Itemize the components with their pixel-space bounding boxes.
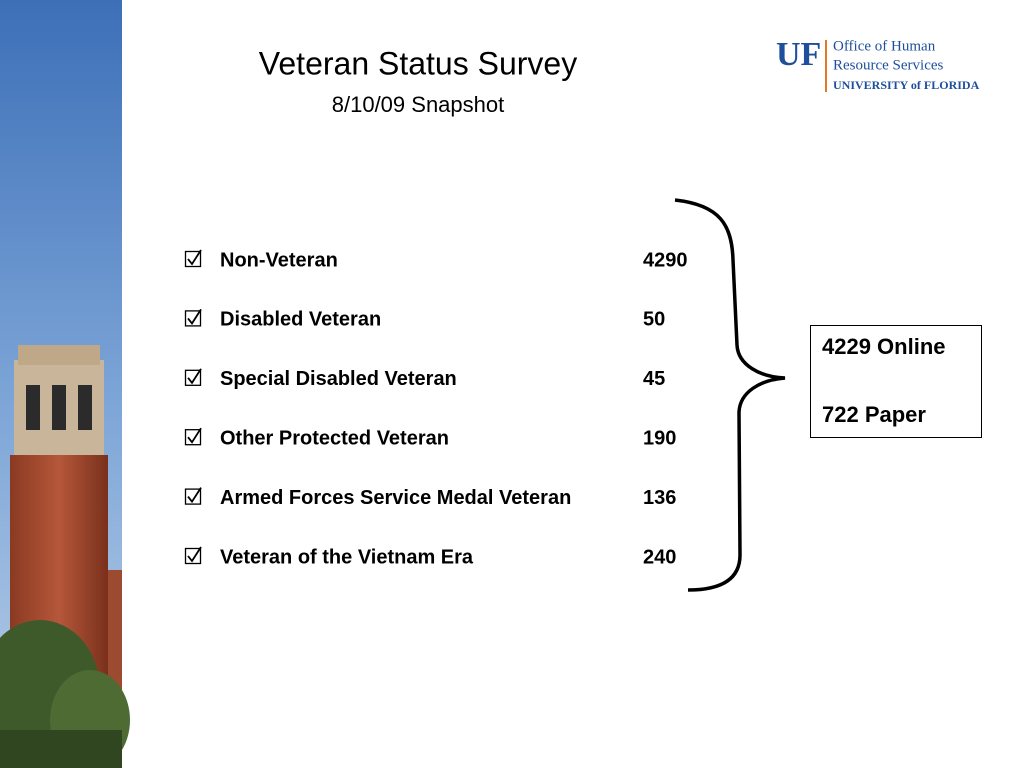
checkbox: [184, 368, 202, 386]
item-label: Armed Forces Service Medal Veteran: [220, 487, 571, 509]
item-value: 4290: [643, 249, 688, 271]
logo: UF Office of Human Resource Services UNI…: [776, 36, 980, 92]
checkbox: [184, 546, 202, 565]
side-photo: [0, 0, 130, 768]
checkbox-square: [184, 429, 202, 446]
logo-line: Office of Human: [833, 38, 936, 54]
item-value: 45: [643, 368, 665, 390]
item-list: Non-Veteran 4290 Disabled Veteran 50 Special…: [184, 249, 688, 568]
item-label: Non-Veteran: [220, 249, 338, 271]
subtitle: 8/10/09 Snapshot: [332, 92, 504, 117]
item-value: 50: [643, 309, 665, 331]
item-label: Other Protected Veteran: [220, 427, 449, 449]
checkbox-square: [184, 310, 202, 327]
checkbox: [184, 487, 202, 505]
item-value: 190: [643, 427, 676, 449]
checkbox-square: [184, 547, 202, 565]
checkbox-square: [184, 369, 202, 386]
checkbox: [184, 308, 202, 327]
checkbox-square: [184, 488, 202, 505]
item-label: Veteran of the Vietnam Era: [220, 546, 474, 568]
checkbox-tick: [187, 308, 202, 325]
logo-line: Resource Services: [833, 57, 944, 73]
checkbox-tick: [187, 546, 202, 563]
logo-line: UNIVERSITY of FLORIDA: [833, 78, 980, 92]
checkbox-tick: [187, 487, 202, 504]
logo-mark: UF: [776, 36, 821, 73]
summary-line: 4229 Online: [822, 334, 946, 359]
checkbox: [184, 427, 202, 446]
brace: [674, 198, 786, 592]
checkbox-tick: [187, 427, 202, 444]
checkbox: [184, 249, 202, 268]
summary-box: [810, 325, 982, 438]
checkbox-tick: [187, 368, 202, 385]
checkbox-square: [184, 250, 202, 268]
title: Veteran Status Survey: [259, 45, 577, 81]
checkbox-tick: [187, 249, 202, 266]
summary-line: 722 Paper: [822, 402, 926, 427]
item-label: Special Disabled Veteran: [220, 368, 457, 390]
item-value: 136: [643, 487, 676, 509]
item-value: 240: [643, 546, 676, 568]
item-label: Disabled Veteran: [220, 309, 381, 331]
